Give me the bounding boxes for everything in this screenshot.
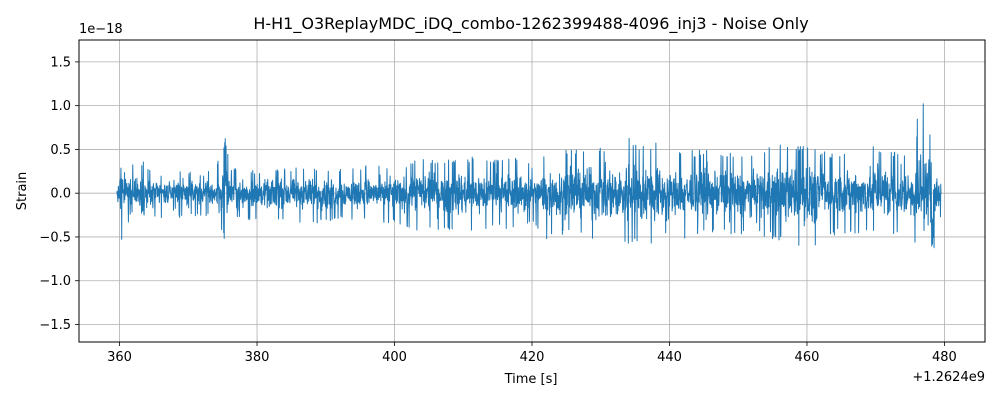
y-scale-label: 1e−18 [79, 22, 123, 37]
y-tick-label: −0.5 [39, 230, 71, 245]
x-tick-label: 460 [795, 350, 820, 365]
y-tick-label: 1.5 [50, 55, 71, 70]
strain-series-line [116, 103, 942, 249]
chart-title: H-H1_O3ReplayMDC_iDQ_combo-1262399488-40… [253, 14, 808, 34]
x-tick-label: 360 [107, 350, 132, 365]
y-axis-label: Strain [15, 172, 30, 211]
y-tick-label: 1.0 [50, 99, 71, 114]
y-tick-layer: −1.5 −1.0 −0.5 0.0 0.5 1.0 1.5 [39, 55, 79, 333]
x-tick-label: 380 [245, 350, 270, 365]
x-axis-label: Time [s] [504, 372, 558, 387]
x-tick-label: 440 [657, 350, 682, 365]
x-tick-label: 420 [520, 350, 545, 365]
y-tick-label: 0.5 [50, 143, 71, 158]
y-tick-label: 0.0 [50, 187, 71, 202]
x-tick-label: 400 [382, 350, 407, 365]
series-layer [116, 103, 942, 249]
x-offset-label: +1.2624e9 [912, 370, 985, 385]
y-tick-label: −1.0 [39, 274, 71, 289]
x-tick-label: 480 [932, 350, 957, 365]
x-tick-layer: 360 380 400 420 440 460 480 [107, 342, 957, 365]
y-tick-label: −1.5 [39, 318, 71, 333]
